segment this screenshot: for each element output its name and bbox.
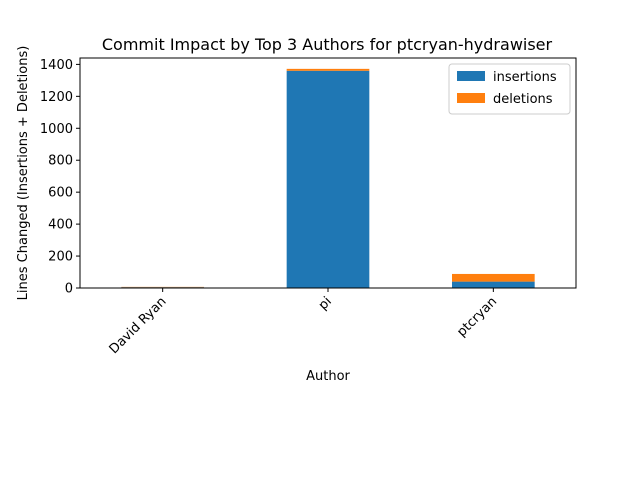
y-axis-label: Lines Changed (Insertions + Deletions) [16,46,31,301]
y-tick-label: 1400 [40,58,73,73]
bars-group [121,68,535,289]
x-tick-label: pi [316,294,335,313]
y-tick-label: 600 [48,186,73,201]
bar-insertions-ptcryan [452,281,535,288]
y-axis: 0 200 400 600 800 1000 1200 1400 [40,58,80,297]
bar-deletions-pi [286,68,370,71]
y-tick-label: 1200 [40,90,73,105]
chart-title: Commit Impact by Top 3 Authors for ptcry… [102,35,553,54]
y-tick-label: 1000 [40,122,73,137]
x-axis-label: Author [306,369,350,384]
x-tick-label: David Ryan [107,294,170,357]
legend: insertions deletions [448,63,571,115]
plot-frame [79,57,577,289]
y-tick-label: 800 [48,154,73,169]
y-tick-label: 0 [65,282,73,297]
y-tick-label: 400 [48,218,73,233]
bar-deletions-ptcryan [452,273,535,282]
legend-label-deletions: deletions [493,92,553,107]
legend-swatch-deletions [457,93,485,103]
x-tick-label: ptcryan [454,294,500,340]
y-tick-label: 200 [48,250,73,265]
bar-insertions-pi [286,70,370,289]
x-axis: David Ryan pi ptcryan [107,288,500,357]
legend-swatch-insertions [457,71,485,81]
legend-label-insertions: insertions [493,70,557,85]
